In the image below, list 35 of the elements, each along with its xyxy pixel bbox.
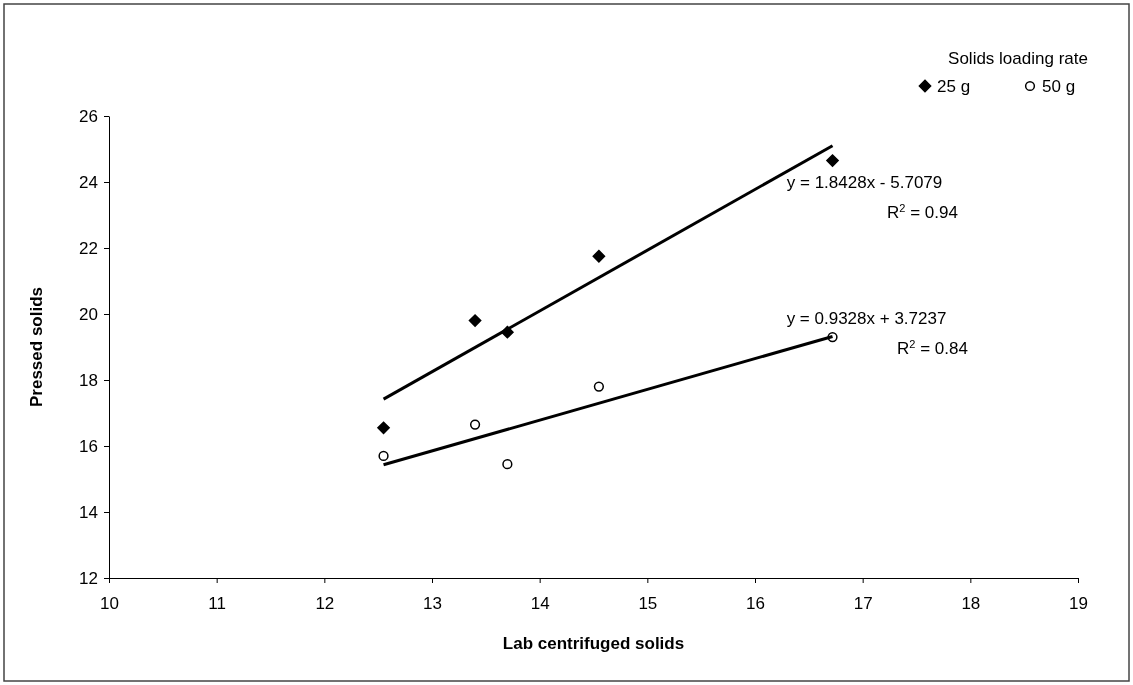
annotation: R$^{2}$ = 0.84 (897, 338, 968, 359)
legend-label: 50 g (1042, 77, 1076, 96)
point (468, 314, 482, 327)
legend-title: Solids loading rate (948, 49, 1088, 68)
point (592, 249, 606, 263)
x-tick-label: 17 (853, 594, 873, 614)
x-tick-label: 16 (746, 594, 765, 614)
y-axis-title: Pressed solids (27, 286, 46, 408)
y-tick-label: 12 (79, 568, 98, 588)
x-tick-label: 15 (638, 594, 658, 614)
x-tick-label: 10 (100, 594, 119, 614)
point (593, 381, 604, 392)
y-tick-label: 20 (79, 304, 98, 324)
annotation: R$^{2}$ = 0.94 (887, 201, 958, 222)
x-axis-title: Lab centrifuged solids (502, 634, 685, 653)
point (378, 450, 389, 462)
y-tick-label: 16 (79, 436, 98, 456)
x-tick-label: 11 (208, 594, 226, 614)
point (826, 154, 839, 167)
point (502, 459, 513, 470)
point (469, 419, 481, 430)
y-tick-label: 26 (79, 106, 98, 126)
x-tick-label: 14 (530, 594, 550, 614)
y-tick-label: 18 (79, 370, 98, 390)
y-tick-label: 24 (79, 172, 98, 192)
x-tick-label: 13 (423, 594, 442, 614)
point (377, 421, 390, 435)
legend-label: 25 g (937, 77, 971, 96)
y-tick-label: 22 (79, 238, 98, 258)
annotation: y = 1.8428x - 5.7079 (786, 172, 943, 192)
x-tick-label: 19 (1069, 594, 1088, 614)
y-tick-label: 14 (79, 502, 98, 522)
x-tick-label: 12 (315, 594, 335, 614)
x-tick-label: 18 (961, 594, 981, 614)
annotation: y = 0.9328x + 3.7237 (786, 309, 947, 329)
